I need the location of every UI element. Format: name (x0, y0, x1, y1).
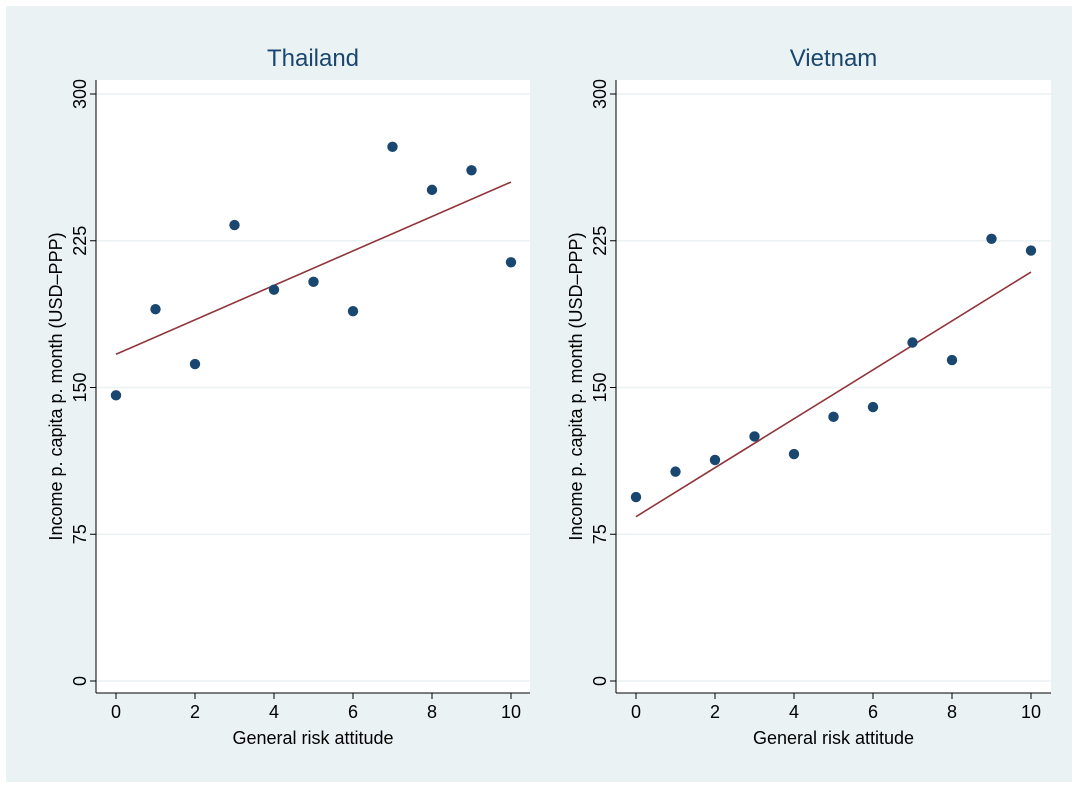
data-point (630, 491, 642, 503)
y-tick-label: 150 (590, 372, 610, 402)
data-point (670, 466, 681, 477)
y-tick-label: 225 (590, 226, 610, 256)
data-point (788, 448, 800, 460)
data-point (110, 390, 122, 401)
x-tick-label: 2 (710, 702, 720, 722)
y-tick-label: 300 (70, 79, 90, 109)
data-point (347, 305, 359, 317)
fit-line (115, 181, 512, 355)
x-tick-label: 10 (1021, 702, 1041, 722)
data-point (505, 257, 517, 268)
x-tick-label: 0 (631, 702, 641, 722)
y-axis-title: Income p. capita p. month (USD–PPP) (566, 232, 586, 540)
data-point (150, 304, 161, 315)
x-tick-label: 4 (269, 702, 279, 722)
data-point (189, 358, 201, 370)
data-point (1025, 245, 1037, 256)
y-axis-title: Income p. capita p. month (USD–PPP) (46, 232, 66, 540)
x-tick-label: 8 (427, 702, 437, 722)
x-tick-label: 10 (501, 702, 521, 722)
x-tick-label: 6 (868, 702, 878, 722)
data-point (268, 284, 280, 295)
y-tick-label: 225 (70, 226, 90, 256)
x-tick-label: 6 (348, 702, 358, 722)
data-point (308, 276, 319, 288)
data-point (229, 219, 240, 231)
fit-line (635, 271, 1032, 518)
data-point (426, 184, 438, 196)
y-tick-label: 0 (590, 676, 610, 686)
data-point (749, 431, 760, 442)
x-tick-label: 8 (947, 702, 957, 722)
y-tick-label: 300 (590, 79, 610, 109)
x-tick-label: 0 (111, 702, 121, 722)
x-tick-label: 2 (190, 702, 200, 722)
data-point (907, 337, 918, 348)
plot-area-1 (96, 80, 530, 693)
y-tick-label: 75 (590, 524, 610, 544)
data-point (946, 354, 958, 366)
x-axis-title: General risk attitude (232, 728, 393, 748)
data-point (986, 233, 997, 244)
data-point (867, 401, 879, 413)
y-tick-label: 0 (70, 676, 90, 686)
data-point (466, 165, 477, 176)
x-axis-title: General risk attitude (753, 728, 914, 748)
y-tick-label: 75 (70, 524, 90, 544)
data-point (387, 141, 398, 153)
panel-title: Thailand (267, 45, 359, 72)
panel-title: Vietnam (790, 45, 878, 72)
data-point (828, 411, 839, 423)
plot-area-2 (616, 80, 1051, 693)
x-tick-label: 4 (789, 702, 799, 722)
y-tick-label: 150 (70, 372, 90, 402)
data-point (709, 454, 721, 466)
